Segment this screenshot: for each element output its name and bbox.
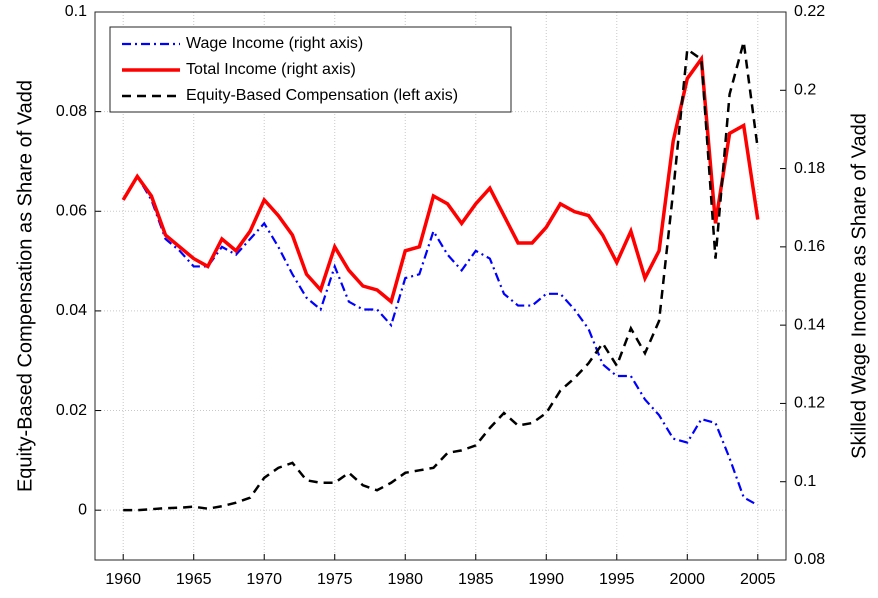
- y2-tick-label: 0.1: [794, 473, 816, 490]
- x-tick-label: 2000: [669, 571, 705, 588]
- x-tick-label: 1960: [105, 571, 141, 588]
- y-tick-label: 0.02: [56, 402, 87, 419]
- y2-tick-label: 0.14: [794, 316, 825, 333]
- y-tick-label: 0: [78, 501, 87, 518]
- axes-frame: [94, 11, 787, 561]
- x-tick-label: 1980: [387, 571, 423, 588]
- y-tick-label: 0.04: [56, 302, 87, 319]
- y-tick-label: 0.1: [65, 3, 87, 20]
- x-tick-label: 1970: [246, 571, 282, 588]
- line-series: [121, 54, 760, 305]
- y2-axis-label: Skilled Wage Income as Share of Vadd: [848, 113, 870, 459]
- x-tick-label: 1965: [176, 571, 212, 588]
- y2-tick-label: 0.08: [794, 551, 825, 568]
- x-tick-label: 1975: [317, 571, 353, 588]
- y2-tick-label: 0.16: [794, 238, 825, 255]
- y-tick-label: 0.08: [56, 103, 87, 120]
- x-tick-label: 2005: [740, 571, 776, 588]
- x-tick-label: 1990: [528, 571, 564, 588]
- legend-label: Equity-Based Compensation (left axis): [186, 87, 458, 104]
- legend-label: Wage Income (right axis): [186, 35, 363, 52]
- y-tick-label: 0.06: [56, 202, 87, 219]
- y2-tick-label: 0.12: [794, 395, 825, 412]
- line-series: [123, 41, 760, 512]
- y2-tick-label: 0.18: [794, 160, 825, 177]
- y2-tick-label: 0.22: [794, 3, 825, 20]
- legend-label: Total Income (right axis): [186, 61, 356, 78]
- y2-tick-label: 0.2: [794, 82, 816, 99]
- y-axis-label: Equity-Based Compensation as Share of Va…: [14, 80, 36, 492]
- x-tick-label: 1995: [599, 571, 635, 588]
- line-series: [122, 174, 759, 507]
- x-tick-label: 1985: [458, 571, 494, 588]
